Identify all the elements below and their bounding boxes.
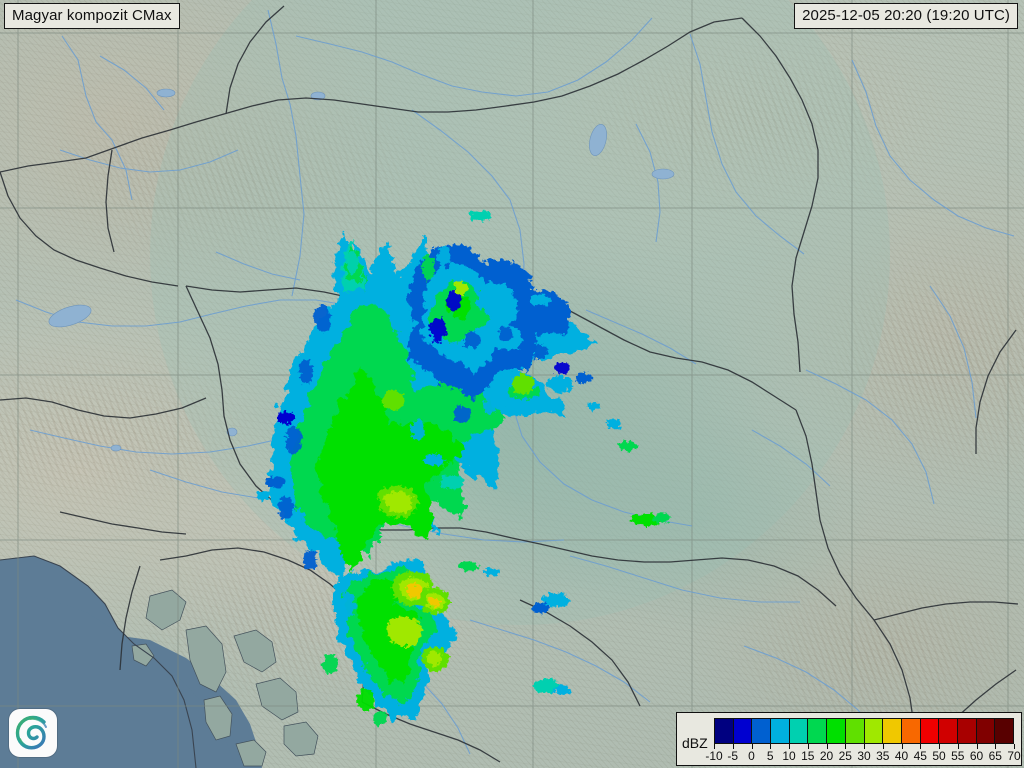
colorbar-tick-mark	[920, 744, 922, 749]
colorbar-tick-label: 70	[1007, 749, 1021, 763]
colorbar-tick-mark	[826, 744, 828, 749]
colorbar-bin-8	[864, 719, 884, 743]
colorbar-tick-mark	[845, 744, 847, 749]
timestamp-text: 2025-12-05 20:20 (19:20 UTC)	[802, 7, 1010, 24]
colorbar-tick-mark	[864, 744, 865, 749]
colorbar-tick-mark	[976, 744, 978, 749]
colorbar-bin-12	[939, 719, 958, 743]
product-title: Magyar kompozit CMax	[12, 7, 172, 24]
colorbar-bin-1	[733, 719, 753, 743]
colorbar-tick-label: 40	[894, 749, 909, 763]
colorbar-bin-9	[883, 719, 902, 743]
colorbar-tick-label: -10	[705, 749, 723, 763]
colorbar-tick-label: 50	[932, 749, 946, 763]
colorbar-unit-label: dBZ	[682, 735, 708, 751]
colorbar-tick-label: -5	[727, 749, 739, 763]
colorbar-tick-mark	[882, 744, 884, 749]
colorbar-tick-mark	[751, 744, 753, 749]
colorbar-bin-3	[771, 719, 790, 743]
timestamp-plate: 2025-12-05 20:20 (19:20 UTC)	[794, 3, 1018, 29]
colorbar-bin-15	[995, 719, 1013, 743]
colorbar-tick-mark	[1014, 744, 1015, 749]
colorbar-bin-13	[957, 719, 977, 743]
colorbar-bin-2	[752, 719, 772, 743]
colorbar-tick-label: 20	[819, 749, 834, 763]
colorbar-tick-label: 45	[913, 749, 927, 763]
colorbar-bin-0	[715, 719, 734, 743]
colorbar-tick-label: 10	[782, 749, 796, 763]
dbz-colorbar-legend: dBZ -10 -5 0 5 10 15 20 25 30 35 40 45 50 55 60 65 70	[676, 712, 1022, 766]
colorbar-tick-mark	[957, 744, 959, 749]
colorbar-bin-7	[845, 719, 865, 743]
product-title-plate: Magyar kompozit CMax	[4, 3, 180, 29]
colorbar-tick-mark	[939, 744, 940, 749]
colorbar-tick-mark	[770, 744, 772, 749]
colorbar-tick-mark	[995, 744, 997, 749]
colorbar-bin-10	[901, 719, 921, 743]
met-service-logo[interactable]	[9, 709, 57, 757]
colorbar-tick-label: 60	[969, 749, 984, 763]
colorbar-bin-6	[827, 719, 846, 743]
colorbar-tick-mark	[901, 744, 903, 749]
colorbar-tick-mark	[714, 744, 715, 749]
colorbar-tick-label: 35	[876, 749, 890, 763]
spiral-logo-icon	[15, 715, 47, 750]
colorbar-tick-mark	[789, 744, 790, 749]
colorbar-tick-label: 30	[857, 749, 871, 763]
colorbar-tick-label: 5	[766, 749, 774, 763]
colorbar-tick-label: 15	[801, 749, 815, 763]
colorbar-bin-5	[808, 719, 828, 743]
colorbar-bin-11	[920, 719, 940, 743]
colorbar-ticks: -10 -5 0 5 10 15 20 25 30 35 40 45 50 55 60 65 70	[705, 744, 1021, 763]
colorbar-tick-label: 25	[838, 749, 852, 763]
colorbar-tick-label: 65	[988, 749, 1002, 763]
colorbar-tick-label: 0	[748, 749, 755, 763]
colorbar-bin-4	[789, 719, 809, 743]
colorbar-gradient	[714, 718, 1014, 744]
colorbar-tick-label: 55	[951, 749, 965, 763]
colorbar-tick-mark	[807, 744, 809, 749]
colorbar-bin-14	[976, 719, 996, 743]
colorbar-tick-mark	[732, 744, 734, 749]
